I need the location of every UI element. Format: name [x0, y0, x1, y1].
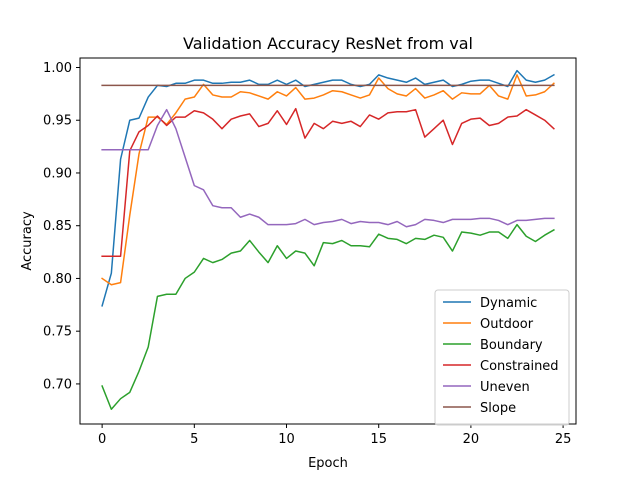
legend-label-boundary: Boundary: [480, 338, 543, 353]
y-tick-label: 0.75: [43, 325, 72, 340]
x-tick-label: 5: [190, 432, 198, 447]
y-tick-label: 0.85: [43, 219, 72, 234]
legend-label-outdoor: Outdoor: [480, 317, 534, 332]
x-tick-label: 0: [98, 432, 106, 447]
y-tick-label: 1.00: [43, 61, 72, 76]
x-tick-label: 15: [370, 432, 387, 447]
series-line-outdoor: [101, 74, 555, 286]
series-line-uneven: [101, 108, 555, 228]
x-axis-label: Epoch: [308, 456, 348, 471]
y-tick-label: 0.95: [43, 114, 72, 129]
series-line-dynamic: [101, 69, 555, 307]
x-tick-label: 25: [555, 432, 572, 447]
series-line-constrained: [101, 107, 555, 258]
y-tick-label: 0.80: [43, 272, 72, 287]
x-tick-label: 10: [278, 432, 295, 447]
y-axis: 0.70 0.75 0.80 0.85 0.90 0.95 1.00: [43, 61, 80, 392]
x-tick-label: 20: [463, 432, 480, 447]
legend-label-uneven: Uneven: [480, 380, 530, 395]
legend-label-slope: Slope: [480, 401, 516, 416]
legend-label-dynamic: Dynamic: [480, 296, 537, 311]
y-axis-label: Accuracy: [20, 211, 35, 271]
legend: Dynamic Outdoor Boundary Constrained Uneven S…: [434, 289, 570, 426]
x-axis: 0 5 10 15 20 25: [98, 424, 571, 447]
plot-area-frame: [79, 57, 577, 425]
series-line-boundary: [101, 223, 555, 410]
y-tick-label: 0.90: [43, 166, 72, 181]
series-layer: [101, 69, 555, 410]
legend-label-constrained: Constrained: [480, 359, 559, 374]
chart-title: Validation Accuracy ResNet from val: [183, 34, 473, 53]
y-tick-label: 0.70: [43, 377, 72, 392]
